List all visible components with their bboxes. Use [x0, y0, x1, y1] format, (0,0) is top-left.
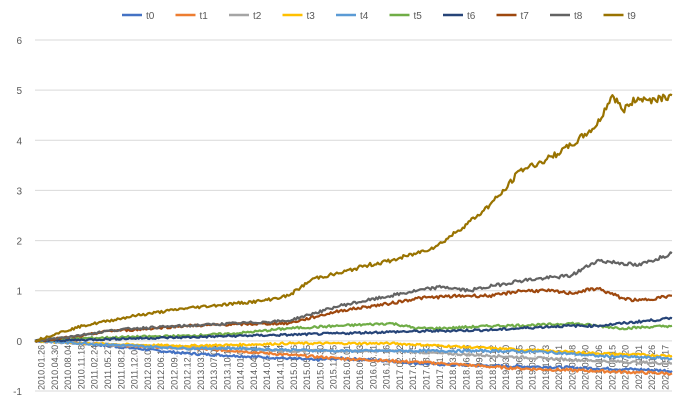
- legend-label-t8: t8: [574, 11, 583, 22]
- legend-label-t6: t6: [467, 11, 476, 22]
- x-tick-label: 2018.09.04: [475, 345, 485, 390]
- series-line-t4: [34, 339, 673, 361]
- x-tick-label: 2014.01.09: [236, 345, 246, 390]
- x-tick-label: 2020.04.01: [554, 345, 564, 390]
- x-tick-label: 2014.04.01: [249, 345, 259, 390]
- legend-label-t2: t2: [253, 11, 262, 22]
- x-tick-label: 2011.08.23: [116, 345, 126, 389]
- x-tick-label: 2010.08.04: [63, 345, 73, 390]
- x-tick-label: 2014.10.14: [276, 345, 286, 390]
- x-tick-label: 2016.02.01: [342, 345, 352, 390]
- x-tick-label: 2018.06.08: [461, 345, 471, 390]
- legend-label-t9: t9: [628, 11, 637, 22]
- x-tick-label: 2013.03.27: [196, 345, 206, 390]
- x-tick-label: 2017.02.22: [395, 345, 405, 390]
- x-tick-label: 2012.06.14: [156, 345, 166, 390]
- x-tick-label: 2013.07.04: [209, 345, 219, 390]
- legend-label-t4: t4: [360, 11, 369, 22]
- legend: t0 t1 t2 t3 t4 t5 t6 t7 t8 t9: [122, 11, 636, 22]
- x-tick-label: 2018.03.06: [448, 345, 458, 390]
- y-tick-label: 5: [16, 86, 22, 97]
- x-tick-label: 2021.01.06: [594, 345, 604, 390]
- x-tick-label: 2011.12.01: [130, 345, 140, 389]
- x-tick-label: 2015.01.16: [289, 345, 299, 390]
- y-tick-label: 6: [16, 36, 22, 47]
- legend-label-t1: t1: [200, 11, 209, 22]
- x-tick-label: 2012.09.18: [169, 345, 179, 390]
- gridlines: [35, 39, 672, 392]
- x-tick-label: 2010.01.26: [37, 345, 47, 390]
- x-tick-label: 2012.12.19: [183, 345, 193, 390]
- legend-label-t7: t7: [521, 11, 530, 22]
- x-tick-label: 2016.11.16: [382, 345, 392, 389]
- series-line-t8: [34, 251, 673, 342]
- x-tick-label: 2015.07.30: [315, 345, 325, 390]
- x-tick-label: 2021.04.15: [607, 345, 617, 390]
- series-lines: [34, 93, 673, 376]
- x-tick-label: 2016.05.13: [355, 345, 365, 390]
- y-tick-label: 4: [16, 136, 22, 147]
- series-line-t6: [34, 316, 673, 343]
- series-line-t9: [34, 93, 673, 343]
- x-tick-label: 2014.07.04: [262, 345, 272, 390]
- y-tick-label: -1: [13, 387, 22, 398]
- x-tick-label: 2015.11.05: [329, 345, 339, 389]
- y-tick-label: 0: [16, 337, 22, 348]
- x-tick-label: 2017.11.24: [435, 345, 445, 389]
- x-tick-label: 2022.05.17: [660, 345, 670, 390]
- x-tick-label: 2017.08.23: [421, 345, 431, 390]
- x-tick-label: 2010.11.18: [76, 345, 86, 389]
- x-tick-label: 2021.11.01: [634, 345, 644, 389]
- y-axis-ticks: -1 0 1 2 3 4 5 6: [13, 36, 22, 398]
- x-tick-label: 2017.05.25: [408, 345, 418, 390]
- legend-label-t5: t5: [414, 11, 423, 22]
- y-tick-label: 2: [16, 237, 22, 248]
- x-tick-label: 2011.02.24: [90, 345, 100, 389]
- x-tick-label: 2022.01.26: [647, 345, 657, 390]
- legend-label-t0: t0: [146, 11, 155, 22]
- x-tick-label: 2011.05.27: [103, 345, 113, 389]
- y-tick-label: 3: [16, 186, 22, 197]
- x-tick-label: 2012.03.09: [143, 345, 153, 390]
- x-tick-label: 2013.10.15: [222, 345, 232, 390]
- x-tick-label: 2010.04.30: [50, 345, 60, 390]
- legend-label-t3: t3: [307, 11, 316, 22]
- x-tick-label: 2016.08.11: [368, 345, 378, 389]
- y-tick-label: 1: [16, 287, 22, 298]
- x-tick-label: 2015.05.05: [302, 345, 312, 390]
